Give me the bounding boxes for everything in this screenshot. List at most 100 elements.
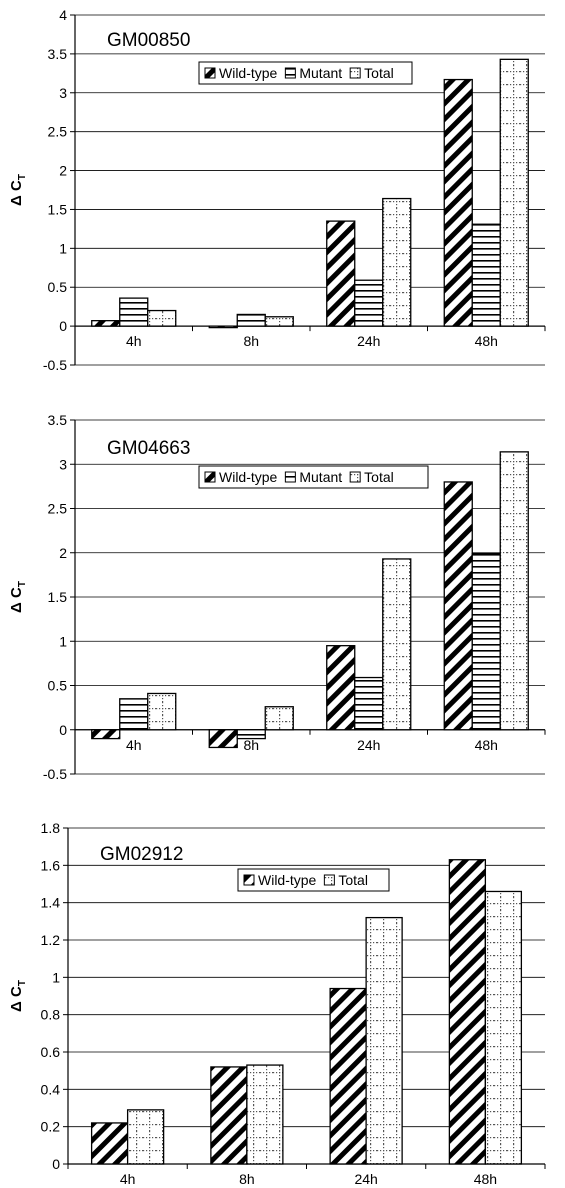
legend-label: Total: [364, 469, 394, 485]
legend-swatch: [243, 874, 255, 886]
y-tick-label: 2: [59, 545, 67, 561]
y-tick-label: 0.5: [48, 678, 68, 694]
legend-swatch: [323, 874, 335, 886]
y-tick-label: 2.5: [48, 124, 68, 140]
chart-title: GM00850: [107, 30, 190, 51]
bar-total-4h: [147, 692, 177, 731]
bar-mutant-48h: [471, 223, 501, 327]
bar-wild-type-4h: [90, 1122, 129, 1165]
bar-wild-type-48h: [443, 481, 473, 731]
legend-box: [198, 465, 429, 489]
x-tick-label: 24h: [357, 737, 380, 753]
x-tick-label: 48h: [475, 333, 498, 349]
bar-mutant-8h: [236, 729, 266, 740]
legend: Wild-type Mutant Total: [198, 61, 413, 85]
bar-mutant-48h: [471, 552, 501, 731]
bar-total-8h: [246, 1064, 284, 1165]
bar-wild-type-24h: [326, 645, 356, 731]
x-tick-label: 48h: [475, 737, 498, 753]
legend-swatch: [284, 471, 296, 483]
legend: Wild-type Mutant Total: [198, 465, 429, 489]
bar-wild-type-48h: [448, 859, 487, 1165]
y-tick-label: 1.4: [41, 895, 61, 911]
legend-label: Wild-type: [219, 65, 278, 81]
bar-wild-type-24h: [326, 220, 356, 327]
bar-total-48h: [484, 890, 523, 1165]
x-tick-label: 24h: [357, 333, 380, 349]
legend-label: Mutant: [299, 469, 342, 485]
y-tick-label: 1.6: [41, 857, 61, 873]
y-tick-label: 2.5: [48, 501, 68, 517]
chart-gm04663: -0.5 0 0.5 1 1.5 2 2.5 3 3.5 4h 8h 24h 48h GM04663 Δ C…: [8, 412, 546, 782]
bar-total-48h: [499, 58, 529, 327]
x-tick-label: 8h: [243, 333, 259, 349]
y-tick-label: 1: [52, 969, 60, 985]
bar-total-8h: [264, 706, 294, 731]
bar-total-8h: [264, 316, 294, 327]
legend-swatch: [204, 67, 216, 79]
bar-wild-type-4h: [91, 320, 121, 327]
y-tick-label: 1.5: [48, 201, 68, 217]
bar-total-48h: [499, 451, 529, 731]
y-axis-label: Δ CT: [8, 980, 28, 1012]
x-tick-label: 8h: [239, 1171, 255, 1187]
legend-swatch: [349, 67, 361, 79]
bar-mutant-24h: [354, 676, 384, 731]
y-tick-label: 3.5: [48, 412, 68, 428]
y-tick-label: 4: [59, 7, 67, 23]
legend-label: Total: [338, 872, 368, 888]
bar-total-24h: [382, 197, 412, 327]
legend-label: Wild-type: [258, 872, 317, 888]
x-tick-label: 24h: [354, 1171, 377, 1187]
bar-wild-type-8h: [208, 325, 238, 329]
legend-swatch: [284, 67, 296, 79]
x-tick-label: 48h: [474, 1171, 497, 1187]
legend-box: [237, 868, 390, 892]
x-tick-label: 4h: [126, 737, 142, 753]
y-axis-label: Δ CT: [8, 581, 28, 613]
bar-wild-type-8h: [210, 1066, 248, 1165]
bar-total-24h: [365, 916, 403, 1165]
y-tick-label: 0.4: [41, 1081, 61, 1097]
bar-total-24h: [382, 558, 412, 731]
y-tick-label: 0.8: [41, 1007, 61, 1023]
x-tick-label: 4h: [126, 333, 142, 349]
y-tick-label: 0.6: [41, 1044, 61, 1060]
y-tick-label: 2: [59, 163, 67, 179]
y-tick-label: 3: [59, 85, 67, 101]
y-tick-label: 0.2: [41, 1119, 61, 1135]
x-tick-label: 4h: [120, 1171, 136, 1187]
y-tick-label: 1.8: [41, 820, 61, 836]
y-tick-label: 1.2: [41, 932, 61, 948]
y-tick-label: -0.5: [43, 357, 67, 373]
bar-mutant-8h: [236, 313, 266, 327]
y-tick-label: 0.5: [48, 279, 68, 295]
y-tick-label: 0: [59, 318, 67, 334]
y-tick-label: 3: [59, 456, 67, 472]
legend-label: Mutant: [299, 65, 342, 81]
chart-title: GM02912: [100, 844, 183, 865]
bar-mutant-4h: [119, 297, 149, 327]
y-tick-label: -0.5: [43, 766, 67, 782]
legend-label: Wild-type: [219, 469, 278, 485]
y-tick-label: 1: [59, 240, 67, 256]
y-tick-label: 0: [59, 722, 67, 738]
bar-wild-type-24h: [329, 987, 367, 1165]
chart-gm02912: 0 0.2 0.4 0.6 0.8 1 1.2 1.4 1.6 1.8 4h 8h 24h 48h GM02…: [8, 820, 546, 1187]
bar-mutant-4h: [119, 698, 149, 731]
chart-title: GM04663: [107, 438, 190, 459]
bar-wild-type-4h: [91, 729, 121, 740]
bar-total-4h: [147, 309, 177, 327]
x-tick-label: 8h: [243, 737, 259, 753]
bar-wild-type-48h: [443, 78, 473, 327]
legend: Wild-type Total: [237, 868, 390, 892]
legend-label: Total: [364, 65, 394, 81]
bar-wild-type-8h: [208, 729, 238, 749]
bar-mutant-24h: [354, 279, 384, 327]
chart-gm00850: -0.5 0 0.5 1 1.5 2 2.5 3 3.5 4 4h 8h 24h 48h GM00850 Δ …: [8, 7, 546, 373]
y-tick-label: 1: [59, 633, 67, 649]
y-tick-label: 0: [52, 1156, 60, 1172]
bar-total-4h: [126, 1109, 165, 1165]
legend-swatch: [204, 471, 216, 483]
